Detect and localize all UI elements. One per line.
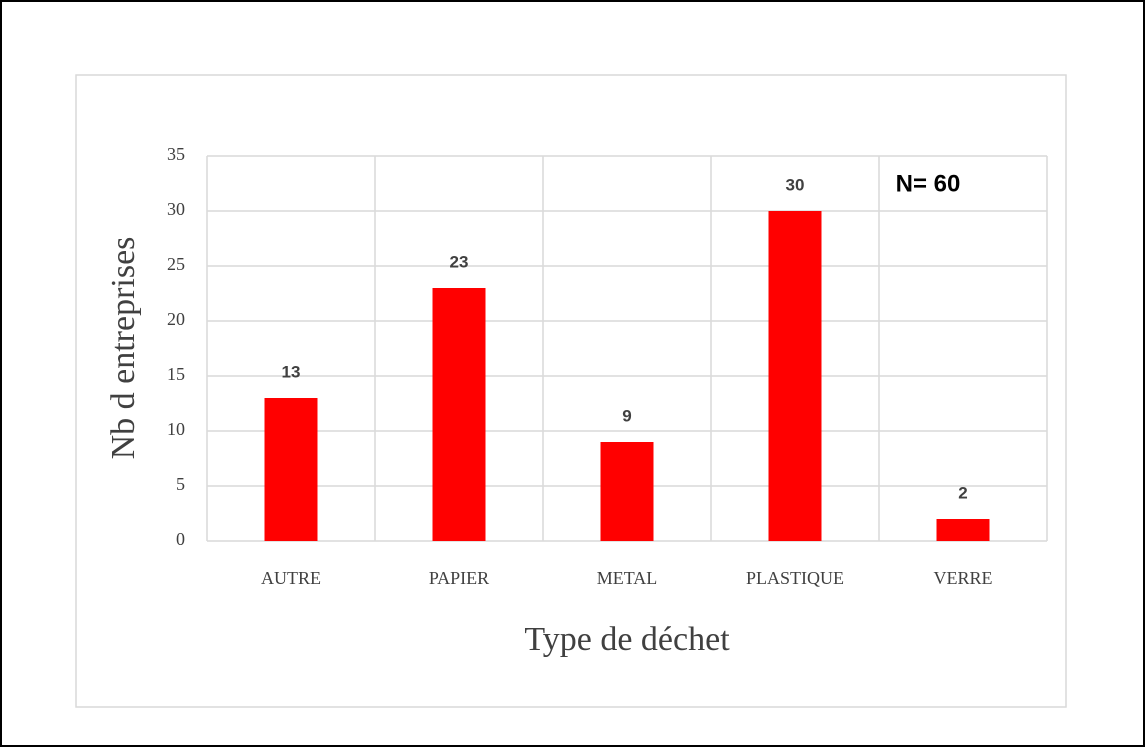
bar (264, 398, 318, 541)
y-tick-label: 15 (167, 364, 185, 384)
x-axis-label: Type de déchet (524, 621, 730, 658)
y-tick-label: 0 (176, 529, 185, 549)
data-label: 30 (786, 175, 805, 194)
data-label: 13 (282, 362, 301, 381)
y-tick-label: 35 (167, 144, 185, 164)
data-label: 23 (450, 252, 469, 271)
chart-frame (75, 74, 1067, 708)
x-tick-label: PAPIER (429, 568, 489, 588)
bar (600, 442, 654, 541)
annotation: N= 60 (896, 170, 961, 197)
data-label: 9 (622, 406, 631, 425)
x-tick-label: PLASTIQUE (746, 568, 844, 588)
y-tick-label: 10 (167, 419, 185, 439)
bar (432, 288, 486, 541)
x-tick-label: AUTRE (261, 568, 321, 588)
bar (768, 211, 822, 541)
y-axis-label: Nb d entreprises (105, 237, 142, 460)
bar (936, 519, 990, 541)
data-label: 2 (958, 483, 967, 502)
y-tick-label: 20 (167, 309, 185, 329)
y-tick-label: 25 (167, 254, 185, 274)
y-tick-label: 5 (176, 474, 185, 494)
x-tick-label: VERRE (933, 568, 992, 588)
y-tick-label: 30 (167, 199, 185, 219)
x-tick-label: METAL (597, 568, 658, 588)
